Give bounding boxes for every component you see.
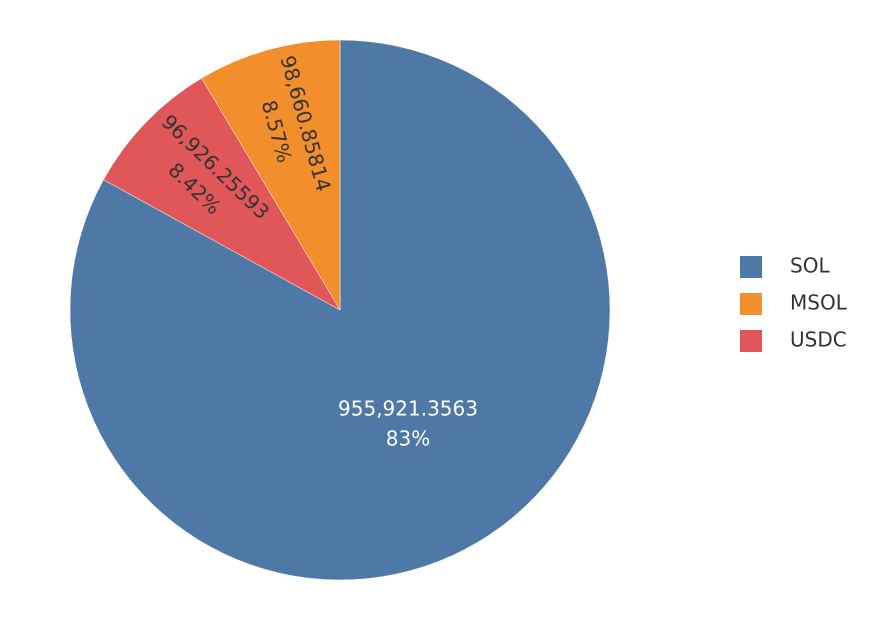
slice-label: 955,921.3563 83% [338,397,478,451]
percent-label: 83% [386,427,430,451]
pie-slice [103,77,341,311]
legend-swatch [740,330,762,352]
legend-swatch [740,256,762,278]
legend-label: MSOL [790,291,848,315]
legend-swatch [740,293,762,315]
pie-slice [201,39,341,311]
legend-label: USDC [790,328,847,352]
value-label: 955,921.3563 [338,397,478,421]
legend-label: SOL [790,254,830,278]
